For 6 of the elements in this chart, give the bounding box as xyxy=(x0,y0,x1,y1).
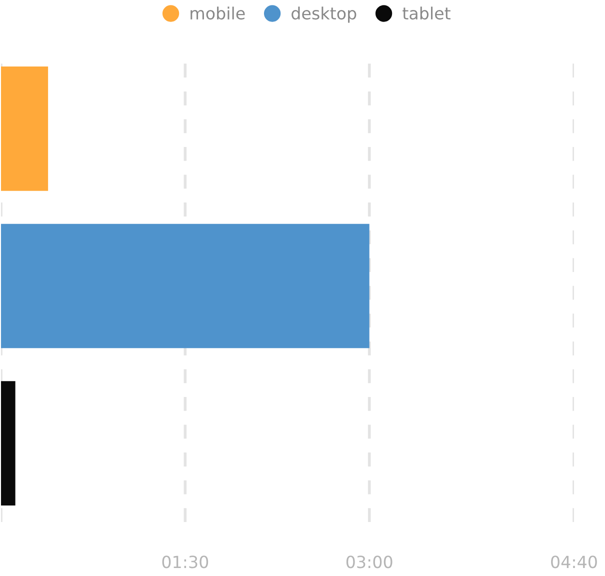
legend-label: tablet xyxy=(402,6,450,20)
x-tick-label: 04:40 xyxy=(551,556,597,568)
x-tick-label: 03:00 xyxy=(346,556,392,568)
x-tick-label: 01:30 xyxy=(162,556,208,568)
legend-label: desktop xyxy=(292,6,356,23)
legend-label: mobile xyxy=(190,6,245,20)
